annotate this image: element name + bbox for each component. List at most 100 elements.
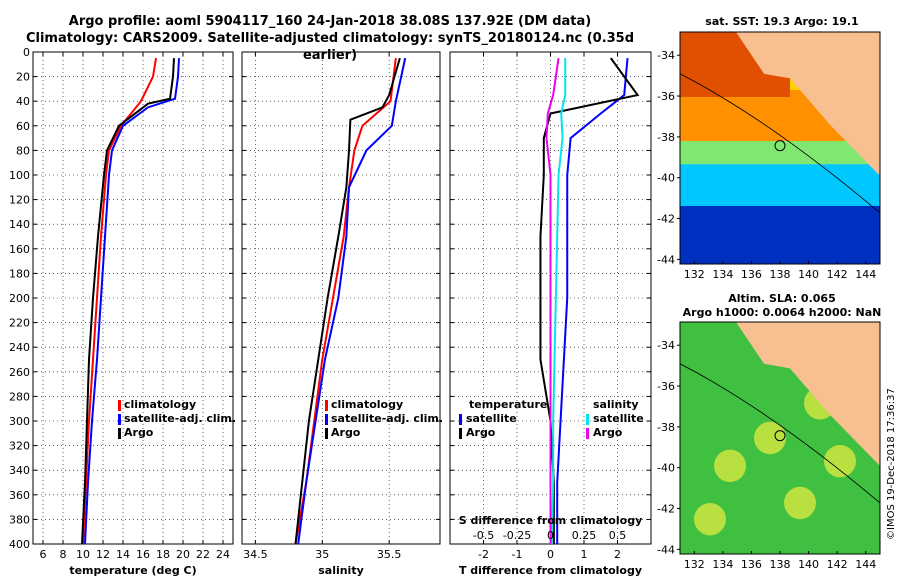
map-lat-label: -38 — [657, 131, 675, 144]
map-lat-label: -42 — [657, 503, 675, 516]
y-tick-label: 120 — [9, 194, 30, 207]
legend-label: satellite — [593, 412, 644, 425]
series-line-salinity-argo — [545, 58, 560, 544]
x-tick-label: 8 — [60, 548, 67, 561]
argo-float-marker — [774, 140, 786, 152]
x-tick-label: 14 — [116, 548, 130, 561]
y-tick-label: 160 — [9, 243, 30, 256]
top-tick-label: -0.5 — [473, 529, 494, 542]
map-lon-label: 142 — [827, 558, 848, 571]
legend-label: climatology — [124, 398, 196, 411]
series-line-climatology — [294, 58, 397, 545]
top-tick-label: 0 — [547, 529, 554, 542]
map-lon-label: 134 — [712, 268, 733, 281]
x-tick-label: -2 — [478, 548, 489, 561]
legend-label: satellite-adj. clim. — [331, 412, 443, 425]
x-tick-label: 34.5 — [243, 548, 268, 561]
legend-label: Argo — [331, 426, 361, 439]
credit-text: ©IMOS 19-Dec-2018 17:36:37 — [886, 388, 897, 540]
map-lat-label: -38 — [657, 421, 675, 434]
y-tick-label: 220 — [9, 317, 30, 330]
y-tick-label: 40 — [16, 95, 30, 108]
map-lon-label: 134 — [712, 558, 733, 571]
top-tick-label: -0.25 — [503, 529, 531, 542]
sla-map-title-1: Altim. SLA: 0.065 — [728, 292, 836, 305]
x-tick-label: 0 — [547, 548, 554, 561]
x-axis-label: temperature (deg C) — [69, 564, 196, 577]
top-tick-label: 0.25 — [572, 529, 597, 542]
map-sst — [677, 31, 881, 265]
sla-map-title-2: Argo h1000: 0.0064 h2000: NaN — [682, 306, 882, 319]
map-body — [680, 32, 880, 264]
y-tick-label: 140 — [9, 218, 30, 231]
map-lon-label: 136 — [741, 558, 762, 571]
map-lat-label: -34 — [657, 49, 675, 62]
top-axis-label: S difference from climatology — [459, 514, 643, 527]
legend-label: Argo — [466, 426, 496, 439]
y-tick-label: 340 — [9, 464, 30, 477]
x-axis-label: T difference from climatology — [459, 564, 642, 577]
y-tick-label: 300 — [9, 415, 30, 428]
legend-title-temperature: temperature — [469, 398, 547, 411]
map-lat-label: -44 — [657, 253, 675, 266]
y-tick-label: 260 — [9, 366, 30, 379]
map-lat-label: -34 — [657, 339, 675, 352]
sla-anomaly — [824, 444, 856, 478]
map-lat-label: -40 — [657, 172, 675, 185]
series-line-salinity-satellite — [550, 58, 567, 545]
y-tick-label: 180 — [9, 267, 30, 280]
x-tick-label: 10 — [76, 548, 90, 561]
x-axis-label: salinity — [318, 564, 364, 577]
legend-swatch — [325, 428, 328, 439]
legend-swatch — [459, 428, 462, 439]
y-tick-label: 240 — [9, 341, 30, 354]
y-tick-label: 80 — [16, 144, 30, 157]
map-lat-label: -42 — [657, 213, 675, 226]
y-tick-label: 100 — [9, 169, 30, 182]
series-line-temperature-satellite — [556, 58, 629, 544]
map-lat-label: -40 — [657, 462, 675, 475]
legend-title-salinity: salinity — [593, 398, 639, 411]
title-line-1: Argo profile: aoml 5904117_160 24-Jan-20… — [68, 14, 592, 29]
map-lat-label: -36 — [657, 90, 675, 103]
map-lon-label: 140 — [798, 268, 819, 281]
map-lon-label: 140 — [798, 558, 819, 571]
map-lon-label: 132 — [684, 558, 705, 571]
legend-swatch — [459, 414, 462, 425]
map-sla — [677, 321, 881, 555]
series-line-argo — [81, 58, 175, 545]
map-lat-label: -36 — [657, 380, 675, 393]
series-line-argo — [294, 57, 401, 545]
sla-anomaly — [714, 449, 746, 483]
sla-anomaly — [694, 502, 726, 536]
y-tick-label: 380 — [9, 513, 30, 526]
legend-swatch — [118, 400, 121, 411]
legend-swatch — [325, 400, 328, 411]
map-lon-label: 138 — [770, 558, 791, 571]
series-line-satellite-adj-clim- — [84, 58, 180, 545]
legend-label: climatology — [331, 398, 403, 411]
y-tick-label: 320 — [9, 440, 30, 453]
land-mass — [736, 322, 880, 466]
y-tick-label: 400 — [9, 538, 30, 551]
map-lon-label: 132 — [684, 268, 705, 281]
legend-label: satellite-adj. clim. — [124, 412, 236, 425]
map-lon-label: 138 — [770, 268, 791, 281]
sst-cold-band — [680, 206, 880, 264]
legend-swatch — [325, 414, 328, 425]
y-tick-label: 0 — [23, 46, 30, 59]
y-tick-label: 280 — [9, 390, 30, 403]
x-tick-label: 2 — [614, 548, 621, 561]
x-tick-label: 24 — [216, 548, 230, 561]
y-tick-label: 200 — [9, 292, 30, 305]
argo-float-marker — [774, 430, 786, 442]
x-tick-label: 18 — [156, 548, 170, 561]
x-tick-label: 16 — [136, 548, 150, 561]
legend-label: Argo — [124, 426, 154, 439]
legend-swatch — [586, 414, 589, 425]
legend-swatch — [118, 428, 121, 439]
map-lon-label: 144 — [855, 558, 876, 571]
x-tick-label: 6 — [40, 548, 47, 561]
